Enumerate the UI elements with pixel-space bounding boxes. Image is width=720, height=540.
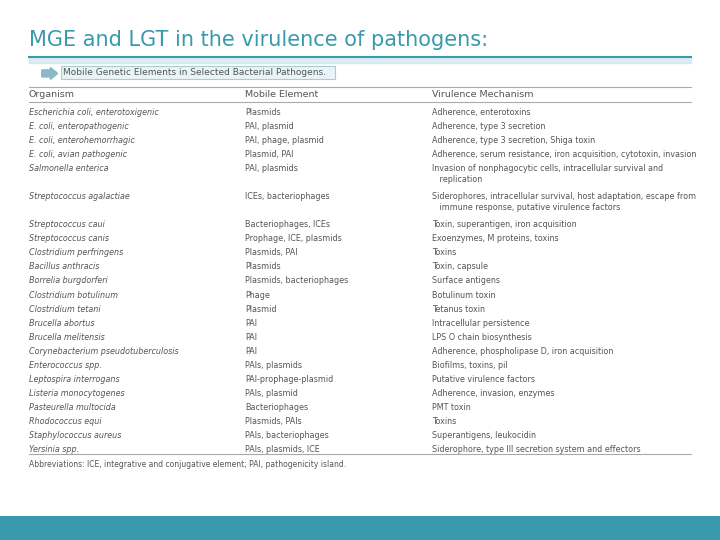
- Text: PAI: PAI: [245, 333, 257, 342]
- Text: Plasmid: Plasmid: [245, 305, 276, 314]
- Text: PAI, plasmids: PAI, plasmids: [245, 164, 297, 173]
- Text: PAI: PAI: [245, 319, 257, 328]
- Text: PMT toxin: PMT toxin: [432, 403, 471, 412]
- Text: Bacteriophages, ICEs: Bacteriophages, ICEs: [245, 220, 330, 230]
- Text: Adherence, invasion, enzymes: Adherence, invasion, enzymes: [432, 389, 554, 398]
- Text: Toxins: Toxins: [432, 248, 456, 258]
- Text: PAI, plasmid: PAI, plasmid: [245, 122, 294, 131]
- Text: Putative virulence factors: Putative virulence factors: [432, 375, 535, 384]
- Text: Organism: Organism: [29, 90, 75, 99]
- Text: Leptospira interrogans: Leptospira interrogans: [29, 375, 120, 384]
- Text: Adherence, serum resistance, iron acquisition, cytotoxin, invasion: Adherence, serum resistance, iron acquis…: [432, 150, 696, 159]
- Text: PAI: PAI: [245, 347, 257, 356]
- Bar: [61, 66, 335, 79]
- Text: PAI-prophage-plasmid: PAI-prophage-plasmid: [245, 375, 333, 384]
- Text: Plasmid, PAI: Plasmid, PAI: [245, 150, 293, 159]
- Text: E. coli, avian pathogenic: E. coli, avian pathogenic: [29, 150, 127, 159]
- Text: Rhodococcus equi: Rhodococcus equi: [29, 417, 102, 426]
- Text: Plasmids: Plasmids: [245, 262, 280, 272]
- Text: Salmonella enterica: Salmonella enterica: [29, 164, 108, 173]
- Text: Siderophore, type III secretion system and effectors: Siderophore, type III secretion system a…: [432, 445, 641, 454]
- Text: Plasmids: Plasmids: [245, 108, 280, 117]
- Text: Botulinum toxin: Botulinum toxin: [432, 291, 495, 300]
- Text: Siderophores, intracellular survival, host adaptation, escape from
   immune res: Siderophores, intracellular survival, ho…: [432, 192, 696, 212]
- Text: Mobile Element: Mobile Element: [245, 90, 318, 99]
- Text: Surface antigens: Surface antigens: [432, 276, 500, 286]
- Text: ICEs, bacteriophages: ICEs, bacteriophages: [245, 192, 330, 201]
- Text: Toxin, superantigen, iron acquisition: Toxin, superantigen, iron acquisition: [432, 220, 577, 230]
- Text: Abbreviations: ICE, integrative and conjugative element; PAI, pathogenicity isla: Abbreviations: ICE, integrative and conj…: [29, 460, 346, 469]
- Text: Exoenzymes, M proteins, toxins: Exoenzymes, M proteins, toxins: [432, 234, 559, 244]
- Text: PAIs, bacteriophages: PAIs, bacteriophages: [245, 431, 328, 440]
- Text: Plasmids, PAI: Plasmids, PAI: [245, 248, 297, 258]
- Text: Pasteurella multocida: Pasteurella multocida: [29, 403, 115, 412]
- Text: Yersinia spp.: Yersinia spp.: [29, 445, 79, 454]
- Text: Staphylococcus aureus: Staphylococcus aureus: [29, 431, 121, 440]
- Text: Superantigens, leukocidin: Superantigens, leukocidin: [432, 431, 536, 440]
- Text: Adherence, enterotoxins: Adherence, enterotoxins: [432, 108, 531, 117]
- Text: Corynebacterium pseudotuberculosis: Corynebacterium pseudotuberculosis: [29, 347, 179, 356]
- Text: Listeria monocytogenes: Listeria monocytogenes: [29, 389, 125, 398]
- Text: Phage: Phage: [245, 291, 270, 300]
- Text: Virulence Mechanism: Virulence Mechanism: [432, 90, 534, 99]
- Text: Tetanus toxin: Tetanus toxin: [432, 305, 485, 314]
- Text: Toxins: Toxins: [432, 417, 456, 426]
- Text: Mobile Genetic Elements in Selected Bacterial Pathogens.: Mobile Genetic Elements in Selected Bact…: [63, 68, 325, 77]
- Text: Clostridium perfringens: Clostridium perfringens: [29, 248, 123, 258]
- Text: Streptococcus caui: Streptococcus caui: [29, 220, 104, 230]
- Text: Intracellular persistence: Intracellular persistence: [432, 319, 529, 328]
- Text: PAIs, plasmid: PAIs, plasmid: [245, 389, 297, 398]
- Text: Invasion of nonphagocytic cells, intracellular survival and
   replication: Invasion of nonphagocytic cells, intrace…: [432, 164, 663, 184]
- Text: Plasmids, bacteriophages: Plasmids, bacteriophages: [245, 276, 348, 286]
- Text: Bacillus anthracis: Bacillus anthracis: [29, 262, 99, 272]
- Bar: [29, 57, 691, 63]
- Text: PAIs, plasmids, ICE: PAIs, plasmids, ICE: [245, 445, 320, 454]
- Text: PAI, phage, plasmid: PAI, phage, plasmid: [245, 136, 324, 145]
- Text: Streptococcus agalactiae: Streptococcus agalactiae: [29, 192, 130, 201]
- Text: Adherence, type 3 secretion: Adherence, type 3 secretion: [432, 122, 545, 131]
- Text: LPS O chain biosynthesis: LPS O chain biosynthesis: [432, 333, 532, 342]
- Text: E. coli, enterohemorrhagic: E. coli, enterohemorrhagic: [29, 136, 135, 145]
- Text: Clostridium tetani: Clostridium tetani: [29, 305, 100, 314]
- Text: Adherence, phospholipase D, iron acquisition: Adherence, phospholipase D, iron acquisi…: [432, 347, 613, 356]
- Text: Prophage, ICE, plasmids: Prophage, ICE, plasmids: [245, 234, 341, 244]
- Text: E. coli, enteropathogenic: E. coli, enteropathogenic: [29, 122, 129, 131]
- Text: Bacteriophages: Bacteriophages: [245, 403, 308, 412]
- Text: Toxin, capsule: Toxin, capsule: [432, 262, 488, 272]
- Text: Streptococcus canis: Streptococcus canis: [29, 234, 109, 244]
- FancyArrow shape: [42, 68, 58, 79]
- Text: Borrelia burgdorferi: Borrelia burgdorferi: [29, 276, 107, 286]
- Text: Escherichia coli, enterotoxigenic: Escherichia coli, enterotoxigenic: [29, 108, 158, 117]
- Text: Clostridium botulinum: Clostridium botulinum: [29, 291, 118, 300]
- Text: Biofilms, toxins, pil: Biofilms, toxins, pil: [432, 361, 508, 370]
- Text: Enterococcus spp.: Enterococcus spp.: [29, 361, 102, 370]
- Text: Brucella melitensis: Brucella melitensis: [29, 333, 104, 342]
- Text: MGE and LGT in the virulence of pathogens:: MGE and LGT in the virulence of pathogen…: [29, 30, 488, 50]
- Text: Adherence, type 3 secretion, Shiga toxin: Adherence, type 3 secretion, Shiga toxin: [432, 136, 595, 145]
- Text: Brucella abortus: Brucella abortus: [29, 319, 94, 328]
- Text: PAIs, plasmids: PAIs, plasmids: [245, 361, 302, 370]
- Bar: [0, 516, 720, 540]
- Text: Plasmids, PAIs: Plasmids, PAIs: [245, 417, 302, 426]
